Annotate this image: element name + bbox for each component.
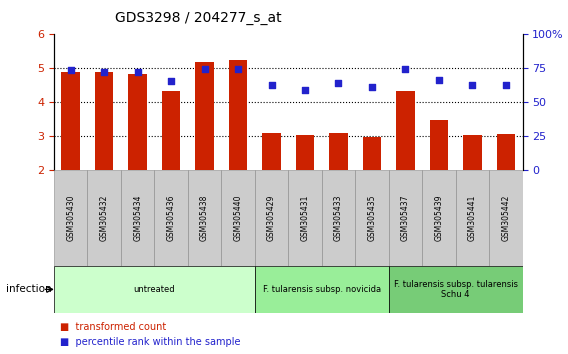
- Point: [166, 79, 176, 84]
- Text: GSM305432: GSM305432: [99, 194, 108, 241]
- Text: F. tularensis subsp. novicida: F. tularensis subsp. novicida: [262, 285, 381, 294]
- Text: GSM305435: GSM305435: [367, 194, 377, 241]
- Bar: [329, 133, 348, 170]
- Bar: [188, 170, 222, 266]
- Text: GDS3298 / 204277_s_at: GDS3298 / 204277_s_at: [115, 11, 282, 25]
- Bar: [222, 170, 255, 266]
- Text: GSM305439: GSM305439: [435, 194, 444, 241]
- Bar: [54, 266, 255, 313]
- Point: [200, 66, 209, 72]
- Bar: [128, 74, 147, 170]
- Bar: [95, 72, 114, 170]
- Point: [401, 66, 410, 72]
- Bar: [389, 170, 422, 266]
- Point: [502, 82, 511, 88]
- Bar: [456, 170, 489, 266]
- Bar: [162, 91, 180, 170]
- Point: [66, 68, 75, 73]
- Bar: [54, 170, 87, 266]
- Point: [334, 80, 343, 86]
- Bar: [296, 135, 314, 170]
- Bar: [496, 135, 515, 170]
- Point: [99, 69, 108, 75]
- Bar: [489, 170, 523, 266]
- Text: GSM305429: GSM305429: [267, 194, 276, 241]
- Bar: [121, 170, 154, 266]
- Bar: [429, 120, 448, 170]
- Point: [233, 66, 243, 72]
- Bar: [87, 170, 121, 266]
- Bar: [422, 170, 456, 266]
- Bar: [463, 135, 482, 170]
- Text: untreated: untreated: [133, 285, 175, 294]
- Bar: [363, 137, 381, 170]
- Text: ■  transformed count: ■ transformed count: [60, 322, 166, 332]
- Text: GSM305440: GSM305440: [233, 194, 243, 241]
- Point: [300, 87, 310, 92]
- Text: ■  percentile rank within the sample: ■ percentile rank within the sample: [60, 337, 240, 347]
- Point: [367, 84, 377, 90]
- Bar: [154, 170, 188, 266]
- Text: F. tularensis subsp. tularensis
Schu 4: F. tularensis subsp. tularensis Schu 4: [394, 280, 517, 299]
- Bar: [389, 266, 523, 313]
- Point: [468, 82, 477, 88]
- Bar: [255, 266, 389, 313]
- Point: [133, 69, 142, 75]
- Bar: [396, 91, 415, 170]
- Bar: [255, 170, 289, 266]
- Bar: [262, 133, 281, 170]
- Bar: [195, 62, 214, 170]
- Point: [435, 77, 444, 83]
- Text: GSM305434: GSM305434: [133, 194, 142, 241]
- Bar: [61, 72, 80, 170]
- Point: [267, 82, 276, 88]
- Bar: [355, 170, 389, 266]
- Text: GSM305430: GSM305430: [66, 194, 75, 241]
- Text: GSM305438: GSM305438: [200, 194, 209, 241]
- Bar: [229, 60, 247, 170]
- Text: GSM305431: GSM305431: [300, 194, 310, 241]
- Text: GSM305441: GSM305441: [468, 194, 477, 241]
- Text: infection: infection: [6, 284, 51, 295]
- Text: GSM305433: GSM305433: [334, 194, 343, 241]
- Text: GSM305437: GSM305437: [401, 194, 410, 241]
- Bar: [289, 170, 321, 266]
- Text: GSM305442: GSM305442: [502, 194, 510, 241]
- Bar: [321, 170, 355, 266]
- Text: GSM305436: GSM305436: [166, 194, 176, 241]
